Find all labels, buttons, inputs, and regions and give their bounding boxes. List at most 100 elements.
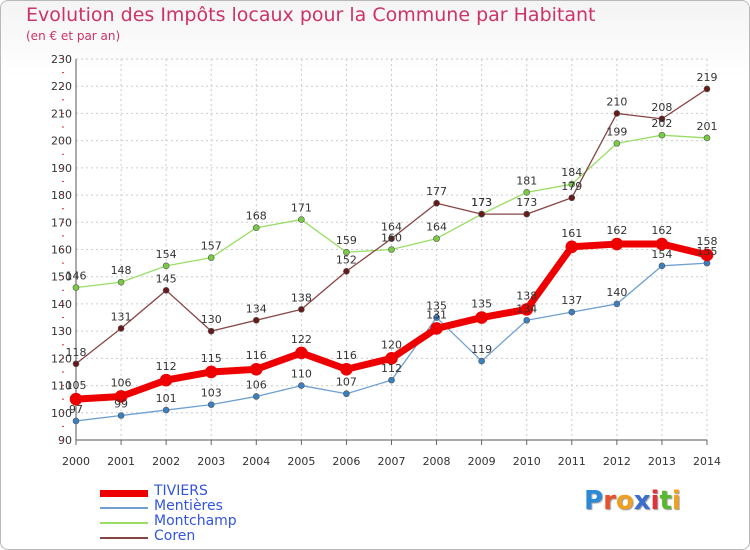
data-label-coren: 179 [561,180,582,193]
data-label-coren: 134 [246,302,267,315]
x-tick-label: 2007 [378,455,406,468]
data-label-coren: 208 [651,101,672,114]
data-label-montchamp: 146 [66,270,87,283]
legend-item: Montchamp [100,513,360,530]
data-label-montchamp: 181 [516,174,537,187]
x-tick-label: 2013 [648,455,676,468]
x-tick-label: 2004 [242,455,270,468]
data-label-mentieres: 155 [697,245,718,258]
data-label-tiviers: 116 [246,349,267,362]
y-tick-label: 170 [51,216,72,229]
data-point-mentieres [433,314,440,321]
data-label-tiviers: 131 [426,308,447,321]
data-point-tiviers [340,362,353,376]
data-point-montchamp [252,224,260,232]
x-tick-label: 2005 [287,455,315,468]
data-label-montchamp: 164 [426,221,447,234]
x-tick-label: 2003 [197,455,225,468]
y-tick-label: 140 [51,298,72,311]
data-point-mentieres [523,316,531,324]
x-tick-label: 2012 [603,455,631,468]
y-tick-label: 100 [51,407,72,420]
data-point-mentieres [613,300,621,308]
data-point-coren [478,210,485,218]
data-point-coren [343,267,350,275]
x-tick-label: 2011 [558,455,586,468]
y-tick-label: 230 [51,53,72,66]
legend-swatch [100,537,148,539]
data-point-mentieres [207,401,215,408]
proxiti-logo: Proxiti [584,486,681,516]
data-label-tiviers: 158 [697,235,718,248]
data-point-montchamp [568,180,576,188]
data-point-tiviers [430,322,443,335]
data-label-montchamp: 160 [381,232,402,245]
data-point-tiviers [565,240,579,254]
data-point-tiviers [385,352,398,365]
legend-label: TIVIERS [154,483,208,499]
data-label-coren: 131 [111,310,132,323]
y-tick-label: 160 [51,244,72,257]
data-point-mentieres [343,390,350,398]
data-point-coren [117,325,125,332]
data-point-montchamp [343,248,350,256]
data-point-coren [703,85,711,93]
x-tick-label: 2006 [332,455,360,468]
data-point-tiviers [520,303,534,316]
data-point-coren [388,235,395,242]
data-label-mentieres: 135 [426,300,447,313]
data-label-coren: 219 [697,71,718,84]
data-point-tiviers [159,373,173,387]
data-label-montchamp: 168 [246,210,267,223]
y-tick-label: 220 [51,80,72,93]
data-label-coren: 210 [606,95,627,108]
data-label-mentieres: 97 [69,403,83,416]
data-label-coren: 177 [426,185,447,198]
data-label-mentieres: 119 [471,343,492,356]
data-point-coren [433,199,440,207]
data-label-coren: 164 [381,221,402,234]
data-label-tiviers: 161 [561,227,582,240]
data-label-tiviers: 162 [651,224,672,237]
data-point-coren [72,360,80,368]
data-point-montchamp [433,235,440,242]
data-point-tiviers [114,390,128,403]
data-label-mentieres: 99 [114,398,128,411]
data-label-montchamp: 157 [201,240,222,253]
logo-letter: P [584,486,604,516]
data-label-tiviers: 112 [156,360,177,373]
data-point-mentieres [388,376,395,384]
data-label-montchamp: 159 [336,234,357,247]
x-tick-label: 2010 [513,455,541,468]
data-label-tiviers: 120 [381,338,402,351]
data-point-coren [252,316,260,324]
y-tick-label: 210 [51,107,72,120]
data-label-mentieres: 112 [381,362,402,375]
data-point-mentieres [117,412,125,419]
data-label-tiviers: 116 [336,349,357,362]
data-label-montchamp: 184 [561,166,582,179]
data-point-tiviers [655,237,669,251]
legend-label: Mentières [154,498,223,514]
data-point-montchamp [298,216,305,223]
legend-swatch [100,489,148,497]
data-point-coren [162,287,170,294]
data-point-tiviers [475,311,488,324]
data-label-montchamp: 199 [606,125,627,138]
y-tick-label: 130 [51,325,72,338]
data-label-tiviers: 106 [111,376,132,389]
data-point-tiviers [700,248,714,262]
data-label-coren: 173 [516,196,537,209]
data-label-mentieres: 106 [246,378,267,391]
data-point-montchamp [523,189,531,196]
data-point-montchamp [658,131,666,139]
legend-item: Coren [100,528,360,545]
data-label-tiviers: 105 [66,379,87,392]
data-point-montchamp [613,140,621,147]
data-label-coren: 152 [336,253,357,266]
logo-letter: x [633,486,651,516]
y-tick-label: 110 [51,380,72,393]
data-label-montchamp: 202 [651,117,672,130]
